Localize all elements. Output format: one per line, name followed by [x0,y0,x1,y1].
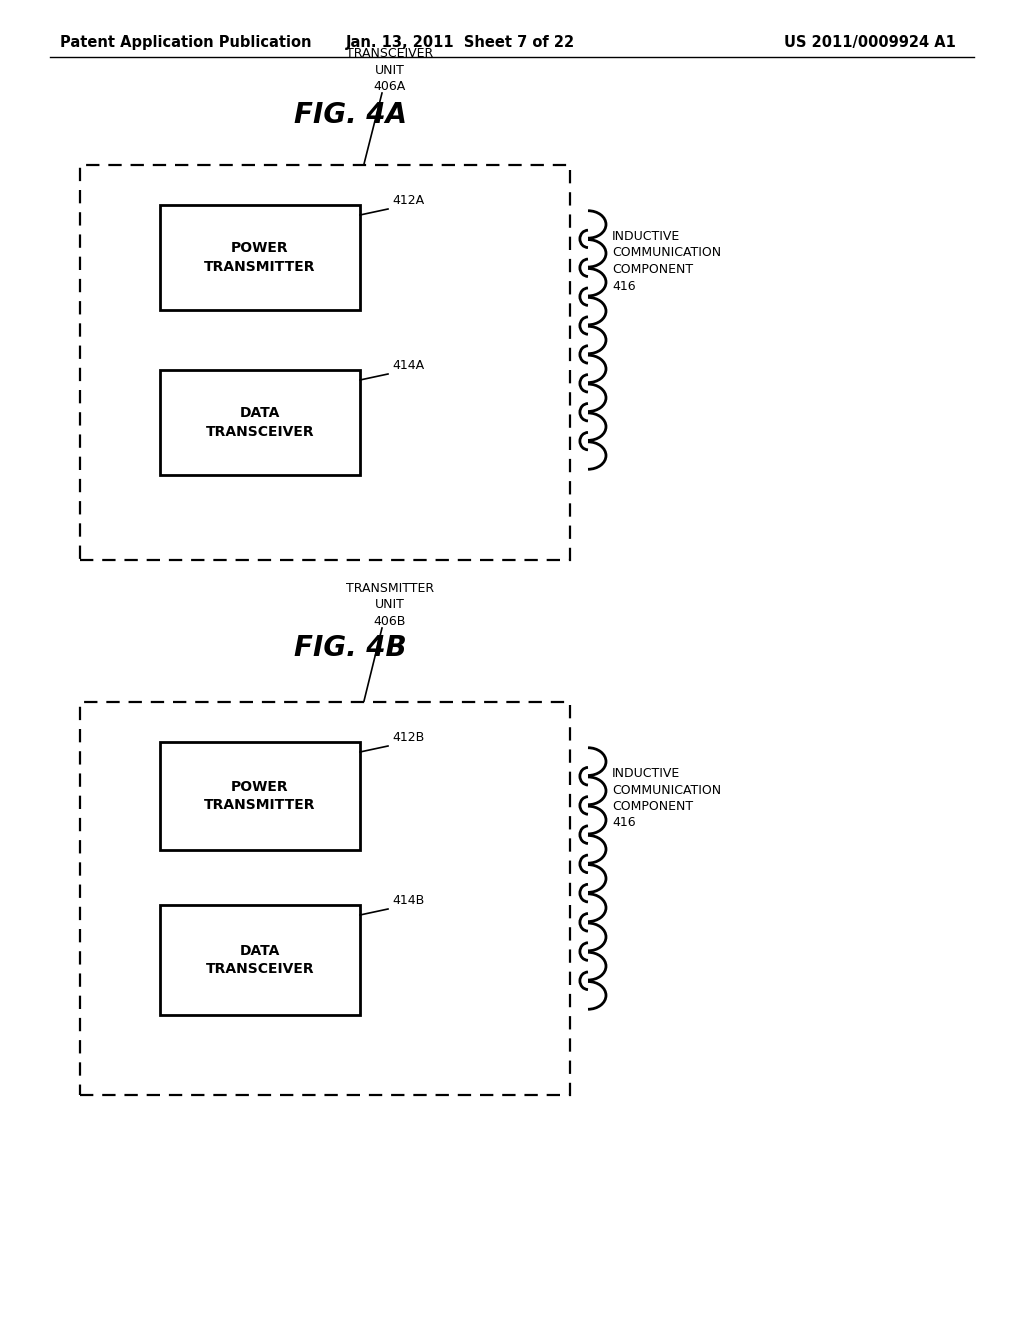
Bar [80,702,570,1096]
Text: DATA
TRANSCEIVER: DATA TRANSCEIVER [206,407,314,438]
Text: 414A: 414A [392,359,424,372]
Text: TRANSCEIVER
UNIT
406A: TRANSCEIVER UNIT 406A [346,48,433,92]
Text: 414B: 414B [392,894,424,907]
Bar [80,165,570,560]
Text: DATA
TRANSCEIVER: DATA TRANSCEIVER [206,944,314,977]
Bar [160,906,360,1015]
Text: POWER
TRANSMITTER: POWER TRANSMITTER [204,242,315,273]
Bar [160,370,360,475]
Text: Jan. 13, 2011  Sheet 7 of 22: Jan. 13, 2011 Sheet 7 of 22 [345,34,574,49]
Text: Patent Application Publication: Patent Application Publication [60,34,311,49]
Text: 412A: 412A [392,194,424,207]
Text: FIG. 4A: FIG. 4A [294,102,407,129]
Text: INDUCTIVE
COMMUNICATION
COMPONENT
416: INDUCTIVE COMMUNICATION COMPONENT 416 [612,230,721,293]
Text: 412B: 412B [392,731,424,744]
Bar [160,205,360,310]
Text: TRANSMITTER
UNIT
406B: TRANSMITTER UNIT 406B [346,582,434,628]
Bar [160,742,360,850]
Text: INDUCTIVE
COMMUNICATION
COMPONENT
416: INDUCTIVE COMMUNICATION COMPONENT 416 [612,767,721,829]
Text: FIG. 4B: FIG. 4B [294,634,407,663]
Text: POWER
TRANSMITTER: POWER TRANSMITTER [204,780,315,812]
Text: US 2011/0009924 A1: US 2011/0009924 A1 [784,34,956,49]
